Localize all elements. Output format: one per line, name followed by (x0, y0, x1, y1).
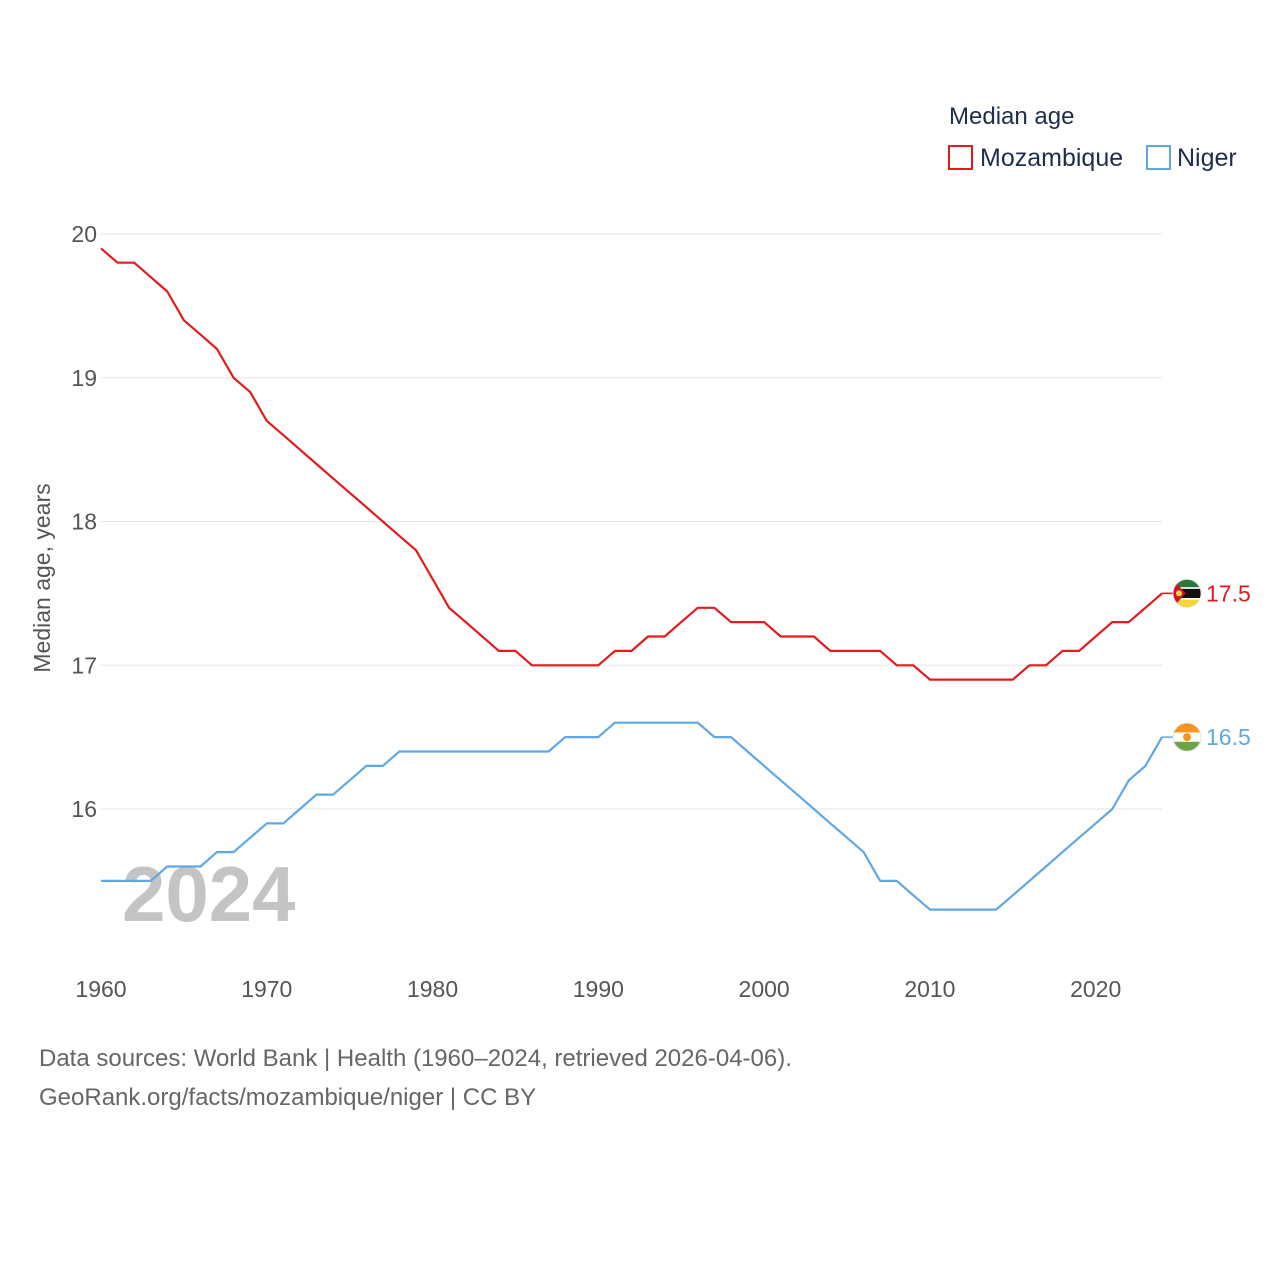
x-tick-1960: 1960 (75, 976, 126, 1002)
series-lines (100, 247, 1163, 911)
series-line-niger (101, 721, 1163, 911)
legend-label-mozambique[interactable]: Mozambique (980, 144, 1123, 172)
y-axis-ticks: 16 17 18 19 20 (71, 221, 97, 822)
y-tick-16: 16 (71, 796, 97, 822)
legend-title: Median age (949, 103, 1074, 130)
y-tick-18: 18 (71, 509, 97, 535)
y-tick-17: 17 (71, 652, 97, 678)
legend-swatch-mozambique[interactable] (948, 145, 973, 170)
niger-flag-icon (1172, 722, 1202, 752)
end-label-niger: 16.5 (1206, 724, 1251, 750)
y-tick-20: 20 (71, 221, 97, 247)
x-tick-2020: 2020 (1070, 976, 1121, 1002)
end-label-mozambique: 17.5 (1206, 580, 1251, 606)
x-axis-ticks: 1960 1970 1980 1990 2000 2010 2020 (75, 976, 1121, 1002)
x-tick-2010: 2010 (904, 976, 955, 1002)
data-source-text: Data sources: World Bank | Health (1960–… (39, 1045, 792, 1072)
legend-label-niger[interactable]: Niger (1177, 144, 1237, 172)
mozambique-flag-icon (1172, 578, 1202, 608)
legend-swatch-niger[interactable] (1146, 145, 1171, 170)
x-tick-1990: 1990 (573, 976, 624, 1002)
gridlines (101, 233, 1162, 810)
x-tick-1980: 1980 (407, 976, 458, 1002)
end-markers: 17.5 16.5 (1162, 578, 1251, 752)
series-line-mozambique (100, 247, 1163, 681)
legend: Median age Mozambique Niger (948, 103, 1237, 172)
x-tick-2000: 2000 (739, 976, 790, 1002)
x-tick-1970: 1970 (241, 976, 292, 1002)
y-tick-19: 19 (71, 365, 97, 391)
attribution-link[interactable]: GeoRank.org/facts/mozambique/niger | CC … (39, 1084, 537, 1111)
year-label: 2024 (122, 850, 296, 938)
y-axis-title: Median age, years (29, 483, 55, 672)
